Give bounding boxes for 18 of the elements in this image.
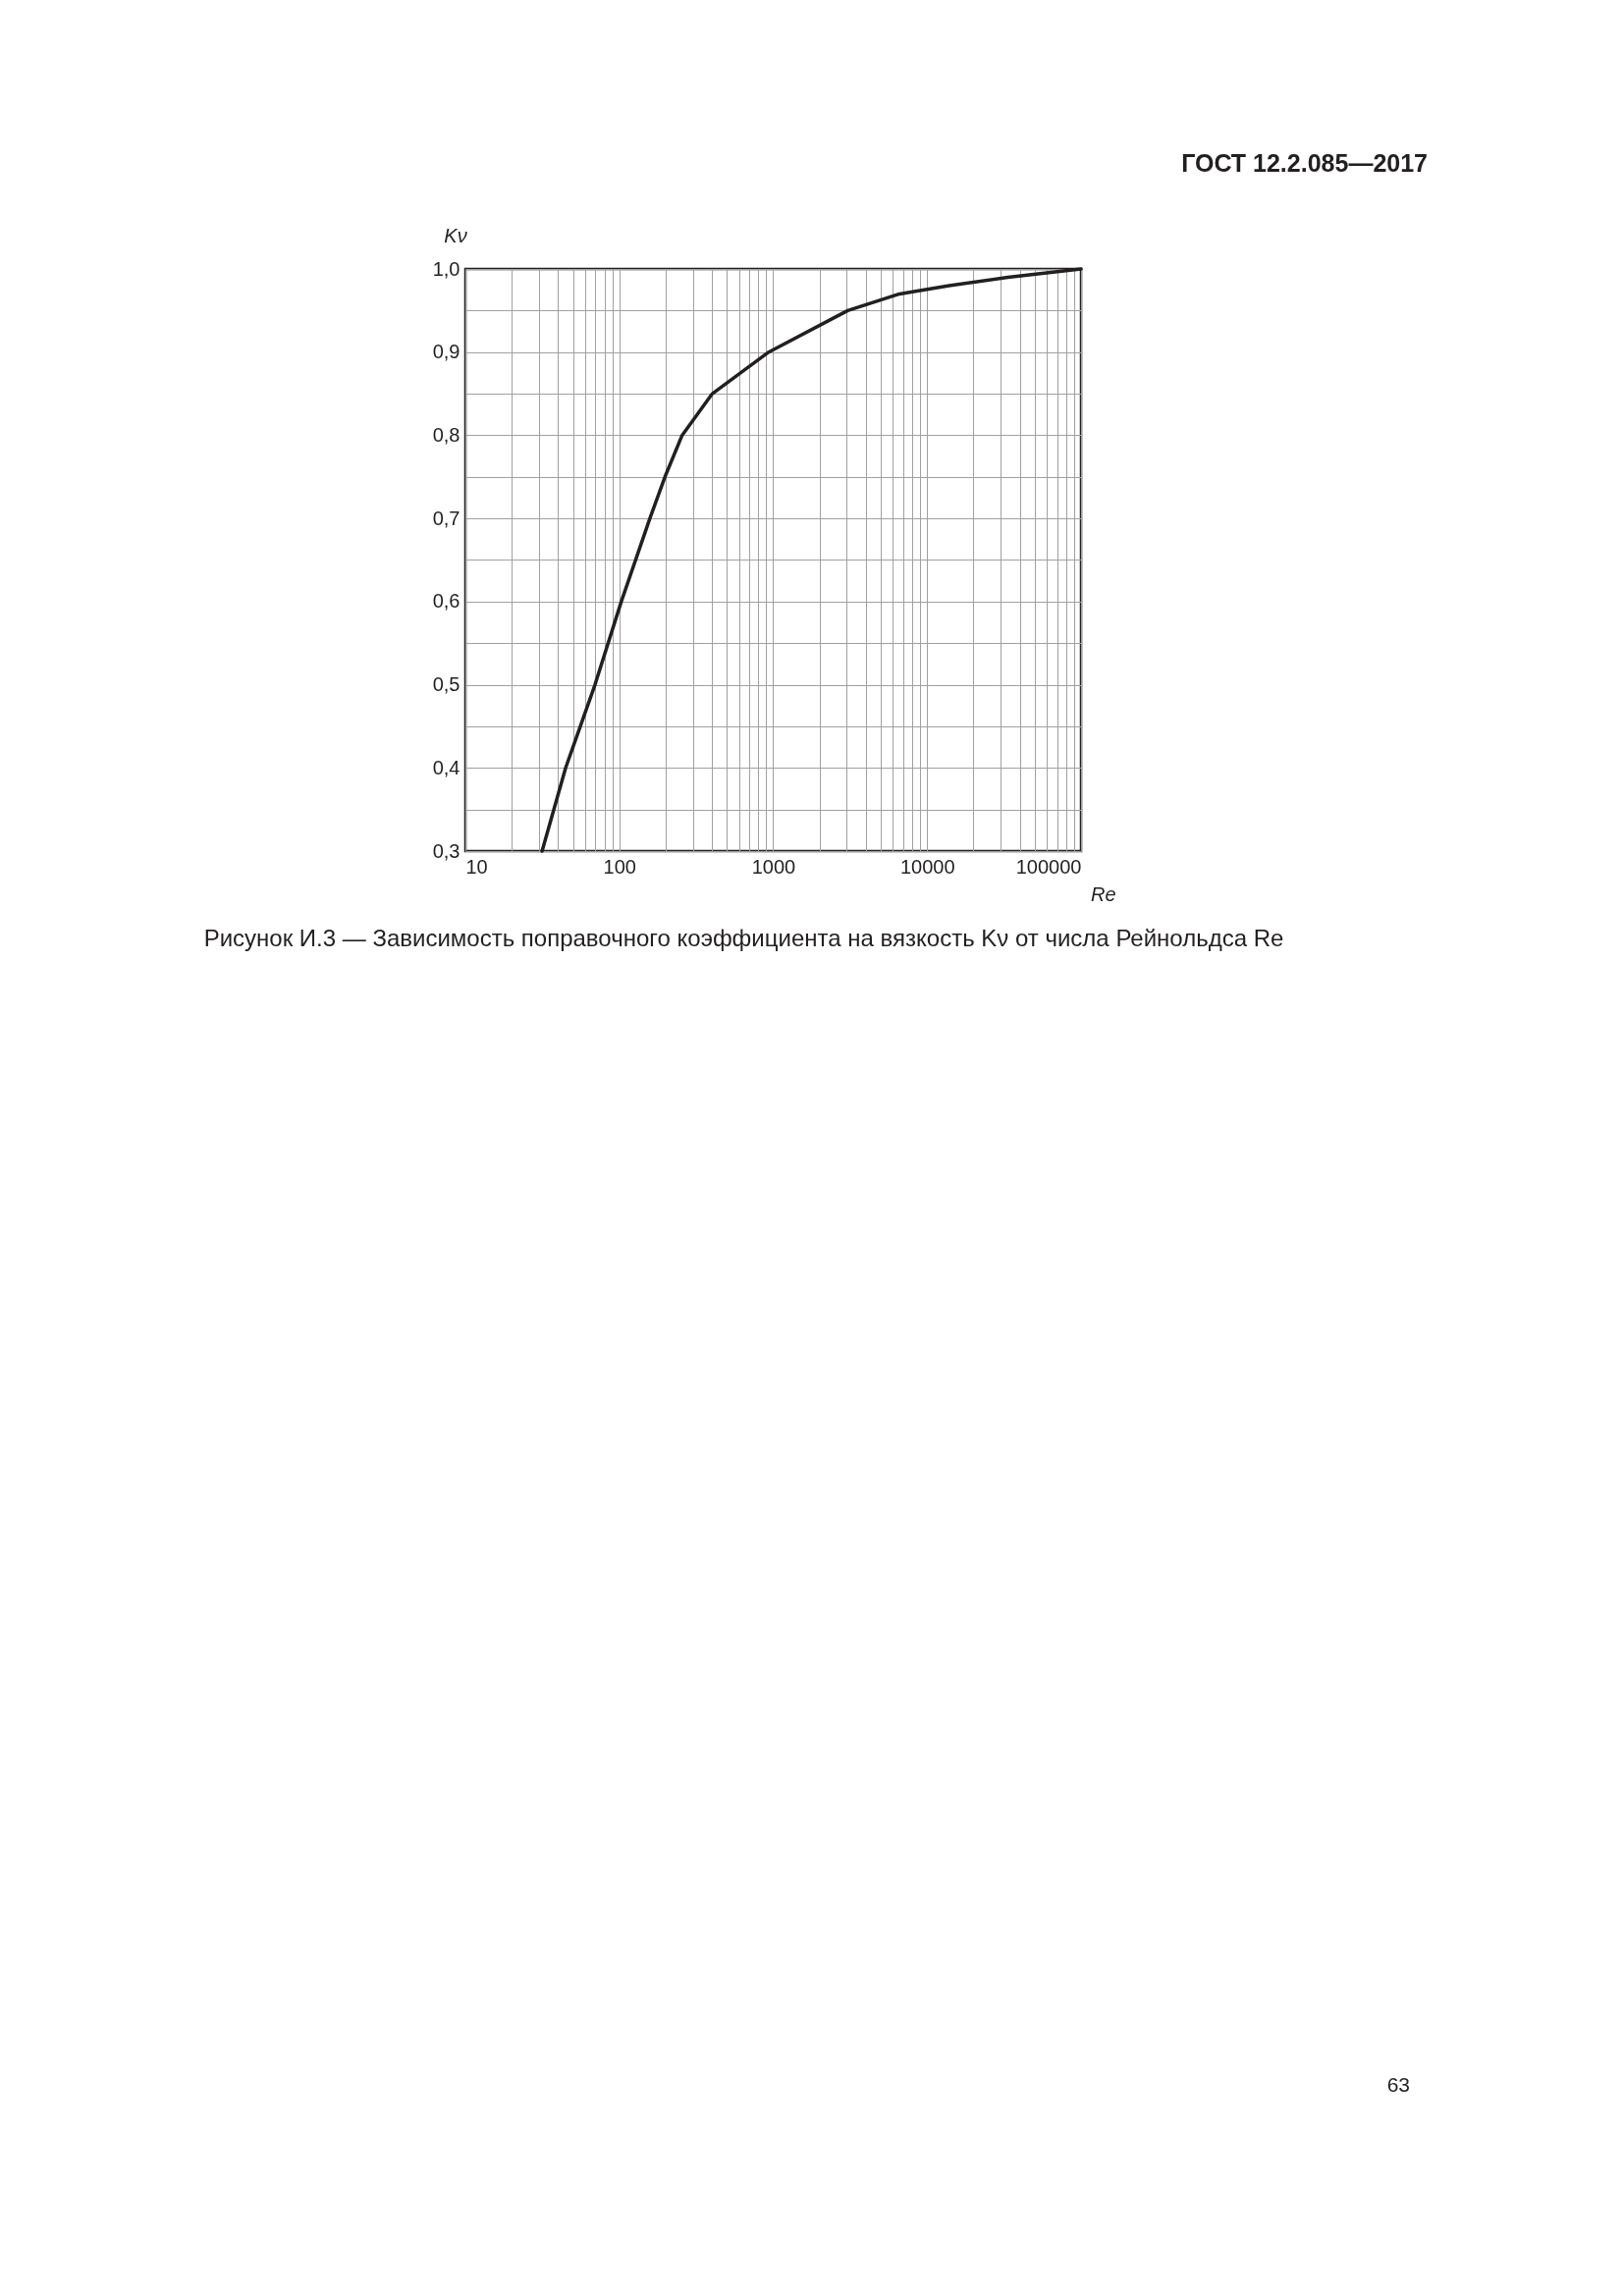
y-tick-label: 1,0 (432, 257, 460, 280)
text: ГОСТ 12.2.085—2017 (1181, 149, 1428, 177)
y-tick-label: 0,8 (432, 423, 460, 446)
y-tick-label: 0,4 (432, 756, 460, 778)
text: 63 (1386, 2073, 1410, 2096)
x-tick-label: 100 (603, 855, 636, 878)
x-axis-title: Re (1091, 883, 1116, 905)
x-tick-label: 1000 (751, 855, 796, 878)
x-tick-label: 10000 (899, 855, 955, 878)
x-tick-label: 10 (465, 855, 488, 878)
y-axis-title: Kν (444, 225, 467, 246)
text: Рисунок И.3 — Зависимость поправочного коэффициента на вязкость Kν от числа Рейнольдса Re (203, 925, 1284, 951)
y-tick-label: 0,3 (432, 839, 460, 862)
y-tick-label: 0,6 (432, 590, 460, 613)
x-tick-label: 100000 (1015, 855, 1082, 878)
y-tick-label: 0,9 (432, 341, 460, 363)
y-tick-label: 0,5 (432, 673, 460, 696)
y-tick-label: 0,7 (432, 507, 460, 529)
